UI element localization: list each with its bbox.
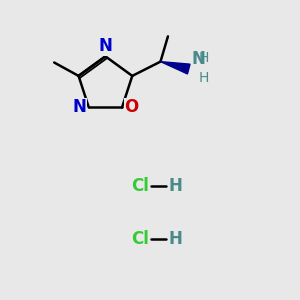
Text: H: H [199,71,209,85]
Polygon shape [160,61,190,74]
Text: Cl: Cl [130,230,148,248]
Text: Cl: Cl [130,177,148,195]
Text: H: H [199,51,209,65]
Text: H: H [168,230,182,248]
Text: N: N [98,37,112,55]
Text: O: O [124,98,139,116]
Text: N: N [191,50,205,68]
Text: N: N [73,98,86,116]
Text: H: H [168,177,182,195]
